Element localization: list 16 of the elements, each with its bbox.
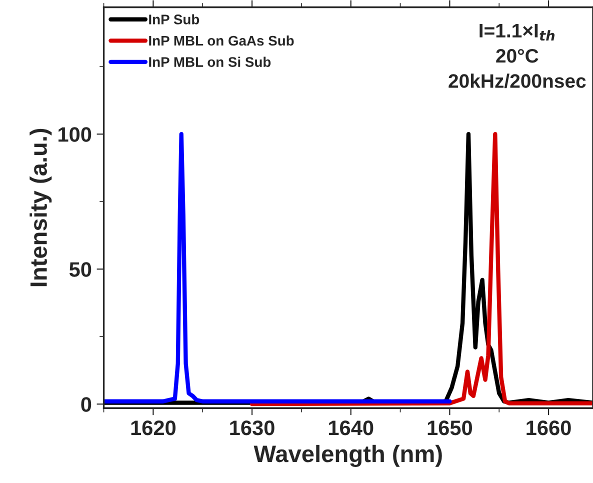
x-tick-label: 1650	[428, 420, 472, 436]
x-tick-label: 1660	[526, 420, 571, 436]
y-tick-label: 100	[58, 127, 92, 142]
x-tick-label: 1620	[131, 420, 176, 436]
y-tick-label: 0	[81, 397, 92, 412]
x-tick-label: 1640	[329, 420, 374, 436]
line-series	[104, 132, 452, 404]
legend-label: InP MBL on GaAs Sub	[149, 35, 294, 46]
x-tick-label: 1630	[230, 420, 274, 436]
x-axis-title: Wavelength (nm)	[254, 444, 442, 468]
annotation: I=1.1×I$_{th}$ 20°C 20kHz/200nsec	[448, 24, 586, 88]
legend-label: InP Sub	[149, 14, 200, 24]
y-axis-title: Intensity (a.u.)	[30, 128, 52, 286]
y-tick-label: 50	[69, 262, 92, 277]
legend-label: InP MBL on Si Sub	[149, 56, 271, 67]
line-series	[250, 132, 593, 406]
